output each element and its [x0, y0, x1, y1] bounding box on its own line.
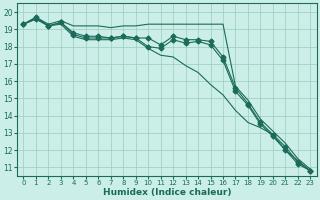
X-axis label: Humidex (Indice chaleur): Humidex (Indice chaleur) — [103, 188, 231, 197]
